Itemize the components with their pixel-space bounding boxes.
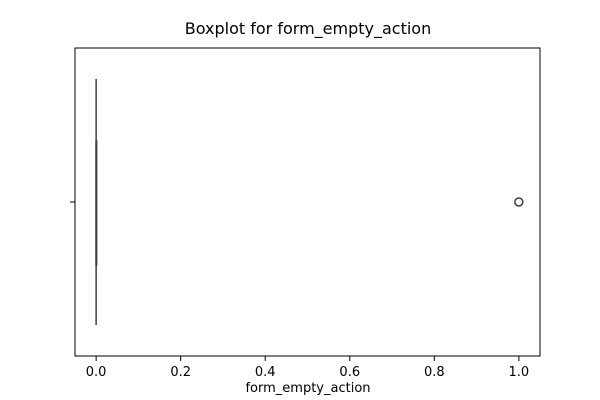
- box-plot-elements: [95, 79, 524, 325]
- x-tick-label: 0.2: [170, 365, 191, 380]
- chart-title: Boxplot for form_empty_action: [184, 19, 432, 38]
- x-axis-label: form_empty_action: [245, 381, 371, 396]
- x-tick-label: 1.0: [509, 365, 530, 380]
- x-tick-label: 0.8: [424, 365, 445, 380]
- x-axis-ticks: 0.0 0.2 0.4 0.6 0.8 1.0: [86, 356, 529, 380]
- plot-area-frame: [74, 47, 541, 357]
- x-tick-label: 0.6: [339, 365, 360, 380]
- x-tick-label: 0.4: [255, 365, 276, 380]
- outlier-point: [514, 197, 524, 207]
- x-tick-label: 0.0: [86, 365, 107, 380]
